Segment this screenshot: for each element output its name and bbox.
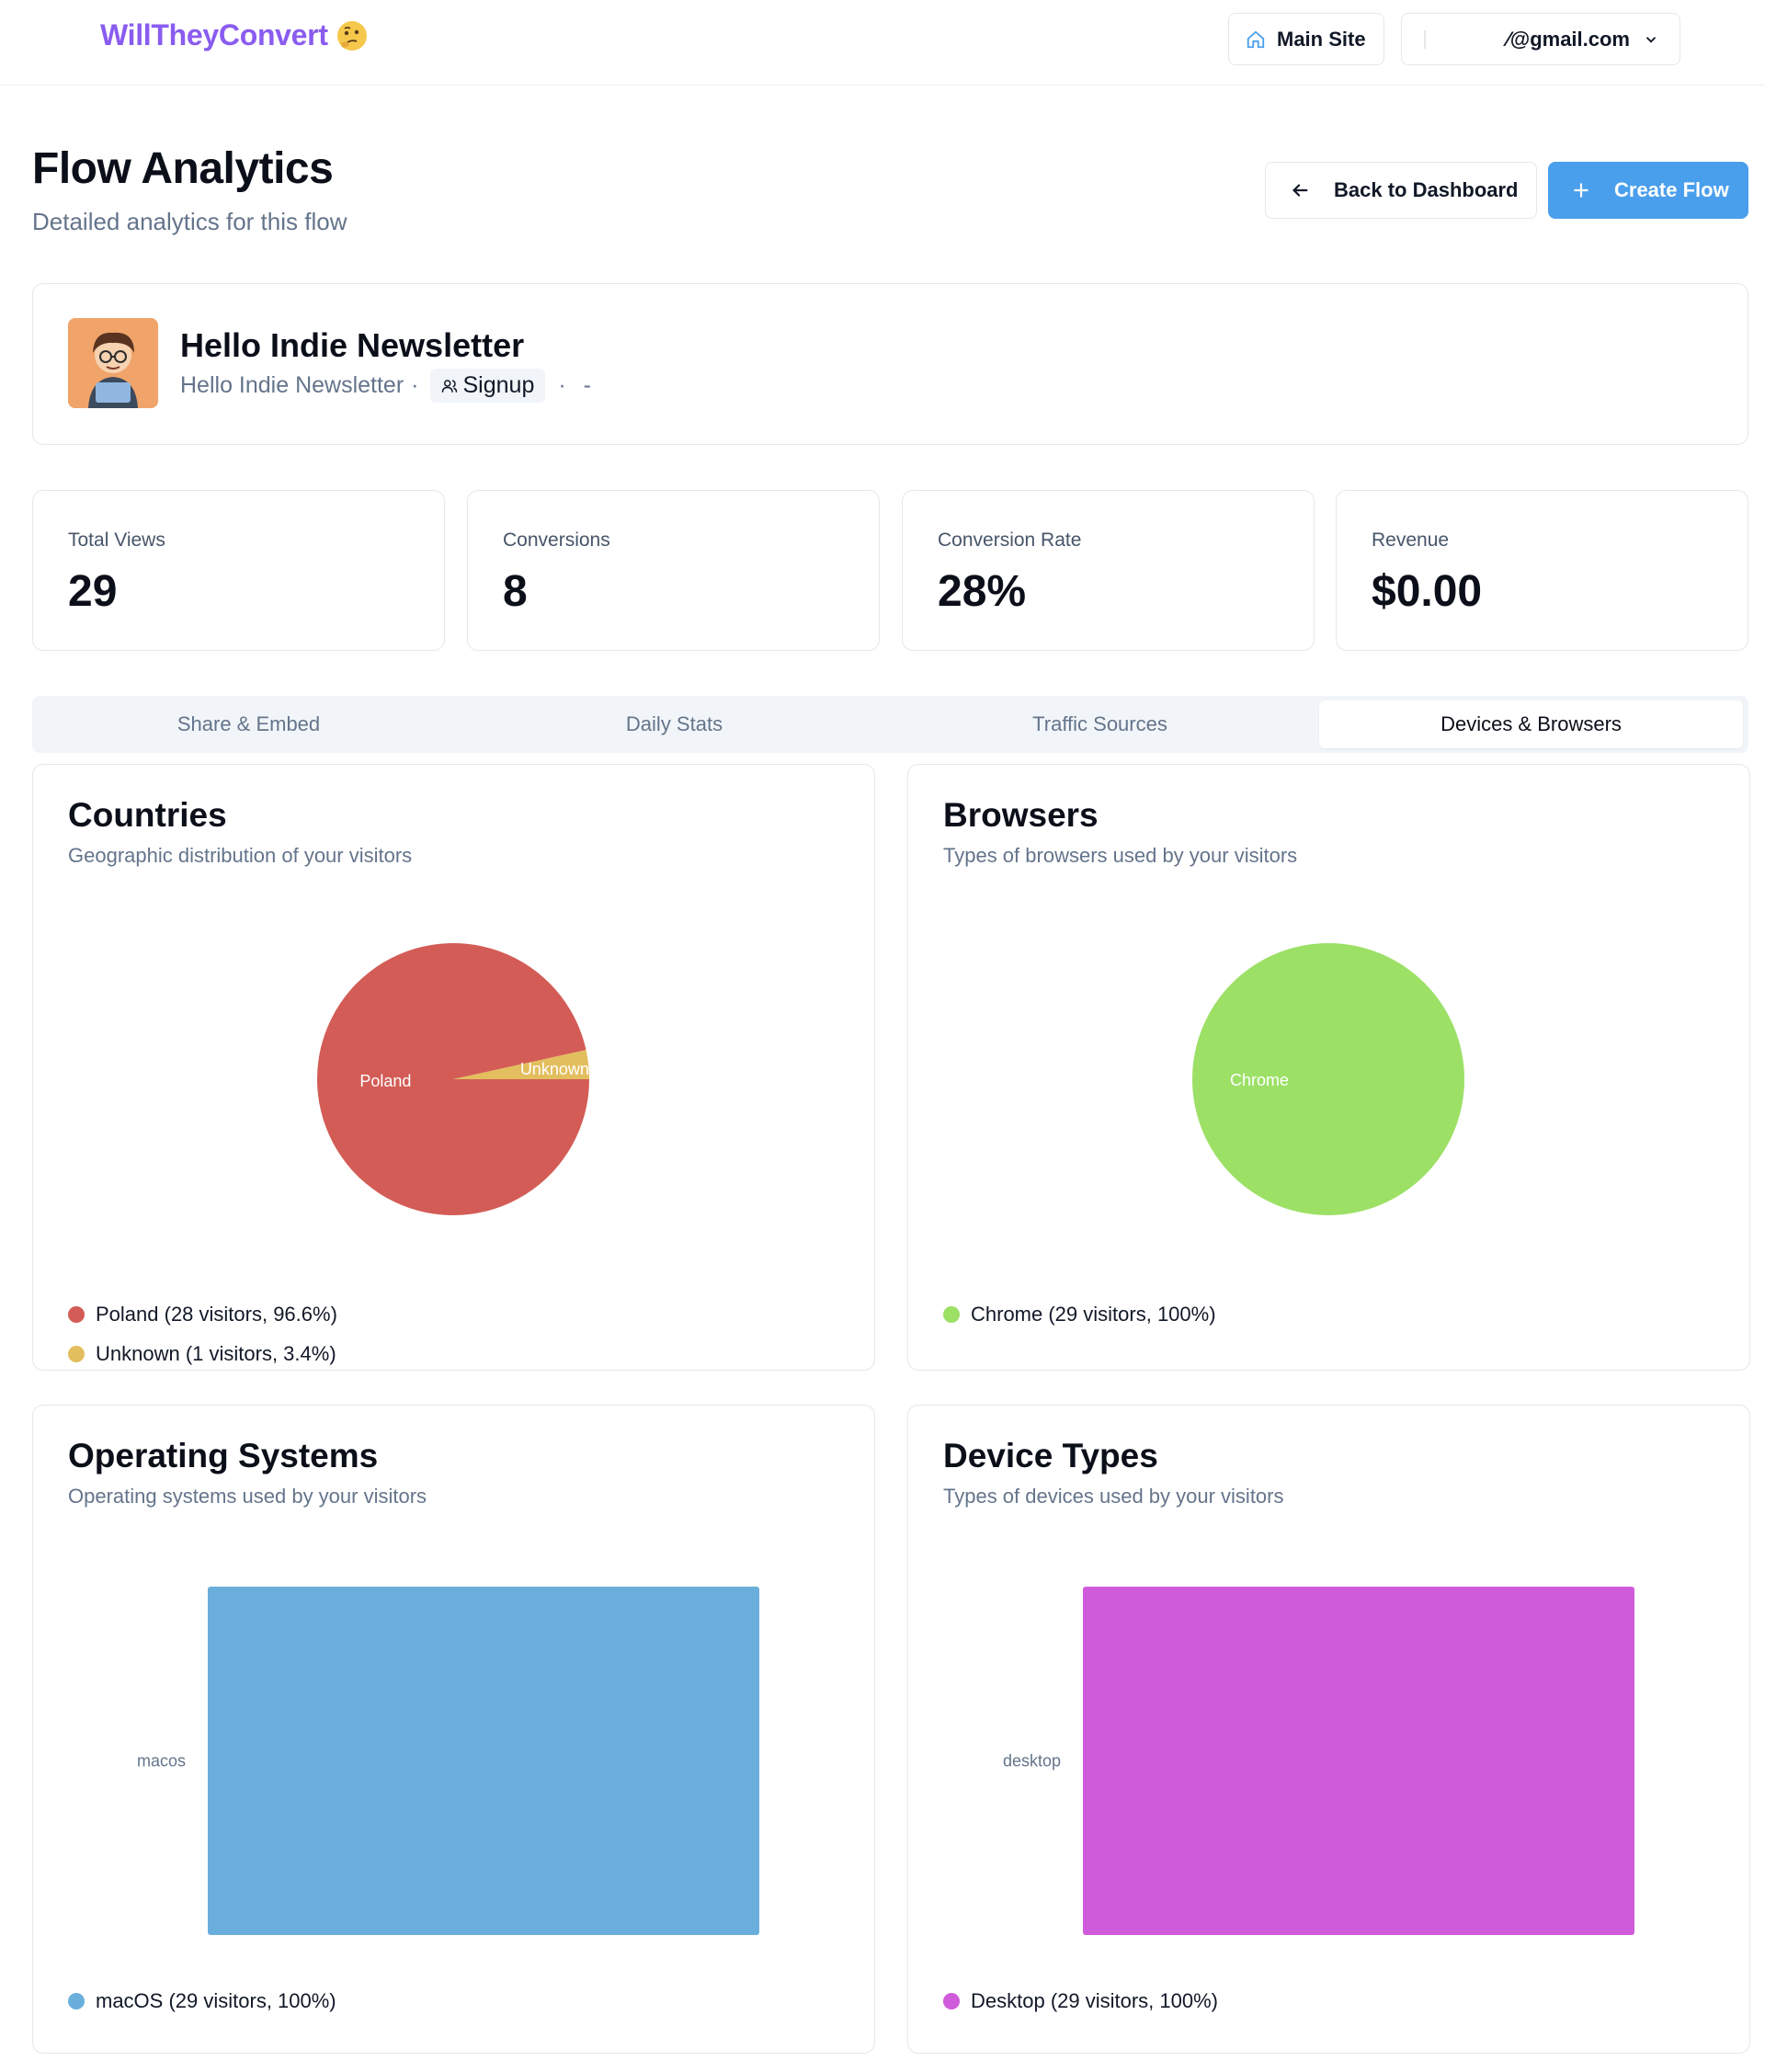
legend-swatch <box>943 1992 960 2009</box>
card-title: Operating Systems <box>68 1437 379 1474</box>
create-flow-button[interactable]: Create Flow <box>1548 162 1748 219</box>
meta-separator: · <box>411 372 419 398</box>
legend-item: macOS (29 visitors, 100%) <box>68 1981 336 2021</box>
countries-legend: Poland (28 visitors, 96.6%) Unknown (1 vi… <box>68 1294 337 1373</box>
bar-macos[interactable] <box>208 1587 759 1935</box>
os-legend: macOS (29 visitors, 100%) <box>68 1981 336 2021</box>
legend-item: Chrome (29 visitors, 100%) <box>943 1294 1216 1334</box>
legend-label: Poland (28 visitors, 96.6%) <box>96 1302 337 1326</box>
stat-card-revenue: Revenue $0.00 <box>1336 490 1748 651</box>
legend-label: macOS (29 visitors, 100%) <box>96 1988 336 2012</box>
main-site-label: Main Site <box>1277 27 1366 51</box>
pie-slice-unknown[interactable] <box>453 1050 589 1079</box>
flow-avatar-illustration <box>68 318 158 408</box>
pie-slice-chrome[interactable] <box>1192 943 1464 1215</box>
account-email: ⁄@gmail.com <box>1507 27 1630 51</box>
brand-logo[interactable]: WillTheyConvert <box>100 18 369 52</box>
devices-bar-chart: desktop <box>1003 1587 1634 1935</box>
flow-info-card: Hello Indie Newsletter Hello Indie Newsl… <box>32 283 1748 445</box>
analytics-tabs: Share & Embed Daily Stats Traffic Source… <box>32 696 1748 753</box>
flow-owner: Hello Indie Newsletter <box>180 372 404 398</box>
legend-label: Chrome (29 visitors, 100%) <box>971 1302 1216 1326</box>
legend-label: Desktop (29 visitors, 100%) <box>971 1988 1218 2012</box>
card-title: Device Types <box>943 1437 1158 1474</box>
device-types-card: Device Types Types of devices used by yo… <box>907 1405 1750 2054</box>
thinking-face-icon <box>336 20 367 51</box>
stat-value: 8 <box>503 567 528 616</box>
bar-category-label: macos <box>137 1752 186 1770</box>
flow-type-badge: Signup <box>429 369 546 403</box>
browsers-legend: Chrome (29 visitors, 100%) <box>943 1294 1216 1334</box>
flow-meta-tail: · - <box>558 372 597 398</box>
users-icon <box>441 379 457 393</box>
stat-value: 28% <box>938 567 1027 616</box>
operating-systems-card: Operating Systems Operating systems used… <box>32 1405 875 2054</box>
avatar-divider <box>1424 29 1426 49</box>
arrow-left-icon <box>1292 184 1308 197</box>
legend-swatch <box>68 1305 85 1323</box>
legend-swatch <box>68 1345 85 1362</box>
legend-item: Desktop (29 visitors, 100%) <box>943 1981 1218 2021</box>
stat-label: Revenue <box>1372 529 1450 551</box>
flow-type-label: Signup <box>462 372 535 398</box>
pie-label: Chrome <box>1230 1071 1289 1089</box>
bar-category-label: desktop <box>1003 1752 1061 1770</box>
flow-name: Hello Indie Newsletter <box>180 326 525 364</box>
back-to-dashboard-label: Back to Dashboard <box>1334 178 1519 201</box>
bar-desktop[interactable] <box>1083 1587 1634 1935</box>
tab-traffic-sources[interactable]: Traffic Sources <box>1032 712 1167 735</box>
page-subtitle: Detailed analytics for this flow <box>32 208 347 235</box>
pie-label: Poland <box>359 1072 411 1090</box>
pie-label: Unknown <box>520 1060 589 1078</box>
os-bar-chart: macos <box>137 1587 759 1935</box>
stat-label: Conversion Rate <box>938 529 1082 551</box>
top-navbar: WillTheyConvert Main Site ⁄@gmail.com <box>0 0 1765 85</box>
countries-pie-chart: Poland Unknown <box>317 943 589 1216</box>
tab-daily-stats[interactable]: Daily Stats <box>625 712 723 735</box>
countries-card: Countries Geographic distribution of you… <box>32 764 875 1371</box>
pie-slice-poland[interactable] <box>317 943 589 1216</box>
card-subtitle: Types of devices used by your visitors <box>943 1485 1284 1508</box>
card-subtitle: Geographic distribution of your visitors <box>68 844 413 867</box>
create-flow-label: Create Flow <box>1614 178 1729 201</box>
tab-share-embed[interactable]: Share & Embed <box>176 712 321 735</box>
flow-avatar <box>68 318 158 408</box>
back-to-dashboard-button[interactable]: Back to Dashboard <box>1265 162 1537 219</box>
home-icon <box>1247 30 1265 48</box>
plus-icon <box>1574 183 1588 198</box>
stat-card-conversion-rate: Conversion Rate 28% <box>902 490 1315 651</box>
stat-card-conversions: Conversions 8 <box>467 490 880 651</box>
stat-value: $0.00 <box>1372 567 1483 616</box>
stat-label: Total Views <box>68 529 165 551</box>
legend-swatch <box>68 1992 85 2009</box>
main-site-button[interactable]: Main Site <box>1228 13 1384 65</box>
stat-value: 29 <box>68 567 118 616</box>
legend-label: Unknown (1 visitors, 3.4%) <box>96 1341 336 1365</box>
legend-item: Poland (28 visitors, 96.6%) <box>68 1294 337 1334</box>
legend-item: Unknown (1 visitors, 3.4%) <box>68 1334 337 1373</box>
legend-swatch <box>943 1305 960 1323</box>
tab-devices-browsers[interactable]: Devices & Browsers <box>1319 700 1743 748</box>
flow-meta: Hello Indie Newsletter · Signup · - <box>180 369 597 403</box>
page-title: Flow Analytics <box>32 144 334 193</box>
chevron-down-icon <box>1645 36 1657 43</box>
browsers-card: Browsers Types of browsers used by your … <box>907 764 1750 1371</box>
account-menu-button[interactable]: ⁄@gmail.com <box>1401 13 1680 65</box>
card-title: Countries <box>68 796 227 834</box>
browsers-pie-chart: Chrome <box>1192 943 1464 1215</box>
devices-legend: Desktop (29 visitors, 100%) <box>943 1981 1218 2021</box>
card-subtitle: Types of browsers used by your visitors <box>943 844 1298 867</box>
card-subtitle: Operating systems used by your visitors <box>68 1485 427 1508</box>
brand-name[interactable]: WillTheyConvert <box>100 18 328 51</box>
stat-label: Conversions <box>503 529 610 551</box>
stat-card-total-views: Total Views 29 <box>32 490 445 651</box>
card-title: Browsers <box>943 796 1099 834</box>
